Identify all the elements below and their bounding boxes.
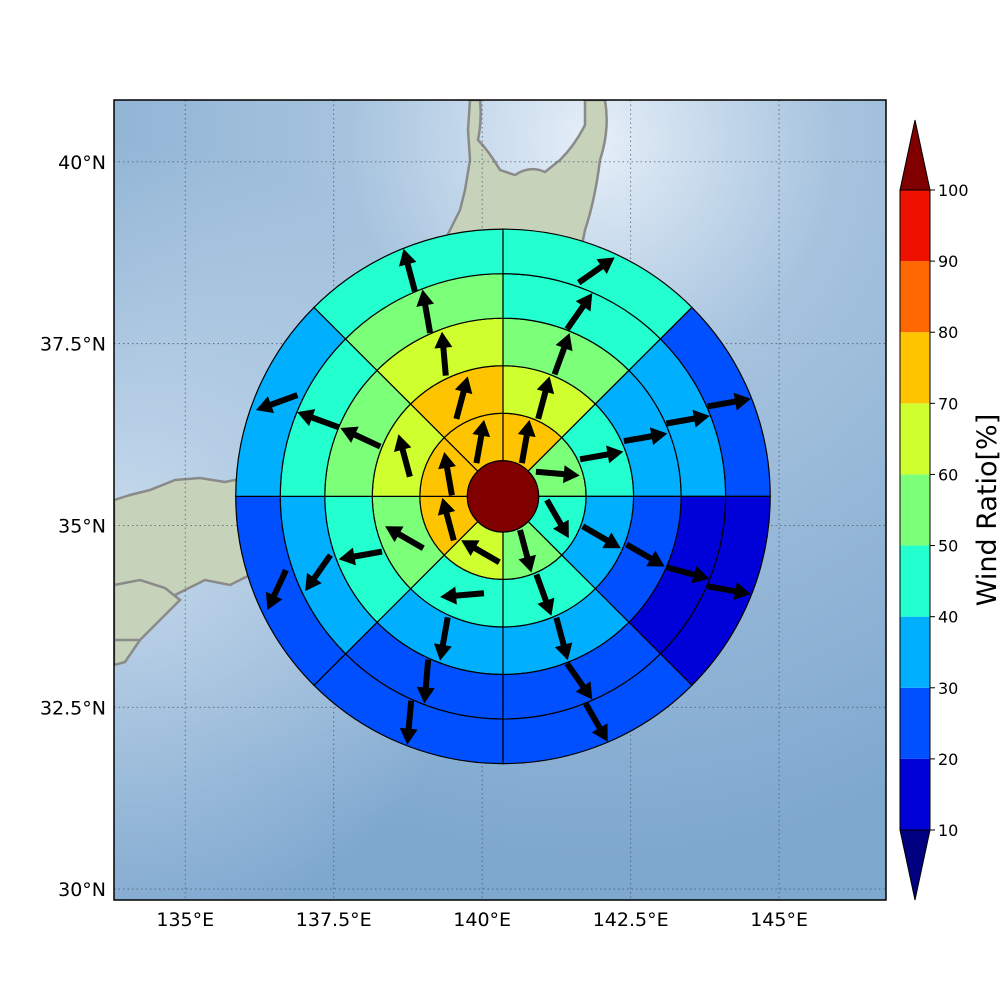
wind-arrow [437,497,457,542]
wind-arrow [517,529,536,573]
y-tick-label: 35°N [58,515,106,537]
wind-arrow [581,523,621,549]
x-tick-label: 145°E [750,909,808,931]
wind-arrow [385,526,425,551]
x-tick-label: 137.5°E [296,909,372,931]
wind-arrow [564,293,593,331]
wind-arrow [535,465,580,484]
colorbar-tick-label: 80 [938,323,958,342]
wind-arrow [707,392,751,411]
y-tick-label: 32.5°N [40,697,106,719]
colorbar-band [900,758,930,830]
y-tick-label: 30°N [58,879,106,901]
colorbar-over-extension [899,119,931,191]
wind-arrow [338,547,383,566]
wind-arrow [453,376,473,420]
wind-arrow [297,409,340,431]
x-tick-label: 135°E [156,909,214,931]
wind-arrow [665,409,710,428]
map-axes: 135°E 137.5°E 140°E 142.5°E 145°E 30°N 32.5°N… [40,99,887,931]
wind-arrow [305,553,333,592]
wind-arrow [440,586,485,605]
wind-arrow [625,541,665,567]
wind-arrows [255,248,751,745]
colorbar-band [900,474,930,546]
colorbar-band [900,261,930,333]
wind-arrow [623,427,668,446]
wind-arrow [416,659,435,704]
colorbar-tick-label: 50 [938,537,958,556]
colorbar: 10 20 30 40 50 60 70 80 90 100 Wind Ratio[%] [899,119,1000,901]
colorbar-band [900,616,930,688]
map-frame [113,99,887,901]
colorbar-band [900,687,930,759]
wind-arrow [340,426,382,450]
wind-arrow [433,616,452,661]
wind-arrow [399,700,418,745]
colorbar-band [900,332,930,404]
wind-arrow [533,573,555,616]
colorbar-tick-label: 40 [938,608,958,627]
wind-arrow [461,540,501,565]
y-tick-label: 37.5°N [40,334,106,356]
wind-arrow [398,248,418,293]
wind-arrow [707,582,751,601]
wind-sectors [235,228,771,765]
y-tick-label: 40°N [58,152,106,174]
x-tick-label: 142.5°E [593,909,669,931]
colorbar-tick-label: 90 [938,252,958,271]
colorbar-tick-label: 100 [938,181,969,200]
colorbar-ticks: 10 20 30 40 50 60 70 80 90 100 [930,181,969,840]
colorbar-band [900,545,930,617]
x-tick-label: 140°E [453,909,511,931]
colorbar-tick-label: 30 [938,679,958,698]
y-axis-ticks: 30°N 32.5°N 35°N 37.5°N 40°N [40,152,106,901]
colorbar-title: Wind Ratio[%] [972,414,1000,606]
colorbar-bands [899,119,931,901]
wind-arrow [535,376,555,420]
wind-arrow [416,289,435,334]
wind-arrow [576,257,615,286]
colorbar-frame [899,189,931,831]
colorbar-band [900,403,930,475]
gridlines [114,100,886,900]
colorbar-band [900,190,930,262]
colorbar-under-extension [899,829,931,901]
wind-arrow [564,661,593,700]
center-disk [466,460,540,533]
wind-arrow [544,498,569,539]
wind-arrow [517,419,536,464]
wind-arrow [434,331,453,376]
colorbar-tick-label: 70 [938,394,958,413]
colorbar-tick-label: 10 [938,821,958,840]
wind-arrow [255,392,299,414]
x-axis-ticks: 135°E 137.5°E 140°E 142.5°E 145°E [156,909,808,931]
wind-arrow [438,451,456,496]
wind-arrow [265,568,289,611]
wind-arrow [579,445,624,464]
wind-arrow [551,333,573,376]
colorbar-tick-label: 20 [938,750,958,769]
wind-arrow [472,419,491,464]
sector-ring5-s7 [313,228,504,340]
wind-arrow [553,616,573,661]
wind-arrow [583,702,608,742]
wind-arrow [393,434,413,478]
shikoku-land [114,578,182,642]
wind-arrow [666,564,710,584]
colorbar-tick-label: 60 [938,465,958,484]
